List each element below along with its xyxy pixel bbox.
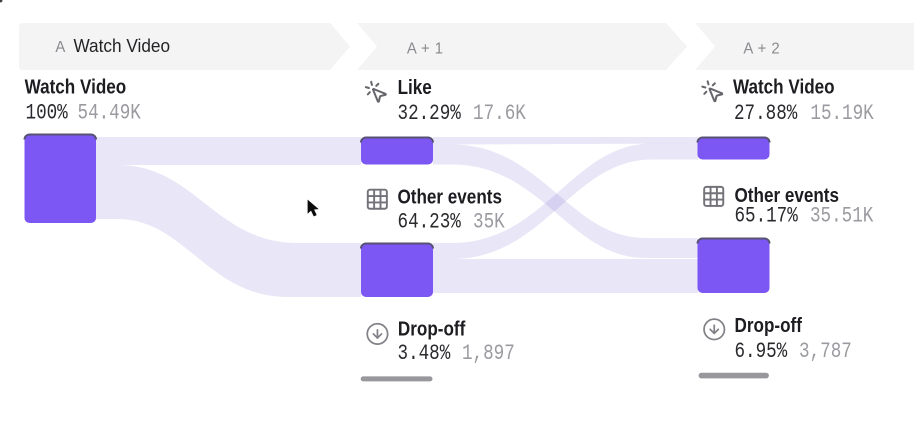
svg-text:Watch Video: Watch Video	[733, 75, 835, 98]
svg-text:Watch Video: Watch Video	[25, 75, 127, 98]
svg-text:Drop-off: Drop-off	[398, 317, 466, 340]
svg-text:27.88%: 27.88%	[734, 100, 797, 125]
svg-text:64.23%: 64.23%	[398, 209, 461, 234]
svg-text:35.51K: 35.51K	[810, 203, 873, 228]
svg-text:3,787: 3,787	[799, 338, 852, 363]
svg-text:100%: 100%	[26, 100, 68, 125]
svg-text:A + 1: A + 1	[407, 40, 444, 58]
svg-text:3.48%: 3.48%	[398, 340, 451, 365]
svg-text:1,897: 1,897	[462, 340, 515, 365]
svg-text:6.95%: 6.95%	[734, 338, 787, 363]
svg-text:A: A	[55, 39, 66, 57]
svg-text:15.19K: 15.19K	[810, 100, 873, 125]
svg-text:65.17%: 65.17%	[734, 203, 797, 228]
svg-text:17.6K: 17.6K	[473, 100, 526, 125]
svg-text:Like: Like	[398, 76, 432, 99]
svg-text:A + 2: A + 2	[743, 40, 780, 58]
svg-text:Other events: Other events	[397, 185, 501, 208]
svg-text:Watch Video: Watch Video	[73, 36, 170, 57]
svg-text:Drop-off: Drop-off	[735, 314, 803, 337]
svg-text:35K: 35K	[473, 209, 505, 234]
svg-text:32.29%: 32.29%	[398, 100, 461, 125]
svg-text:54.49K: 54.49K	[78, 100, 141, 125]
svg-text:Other events: Other events	[735, 184, 839, 207]
